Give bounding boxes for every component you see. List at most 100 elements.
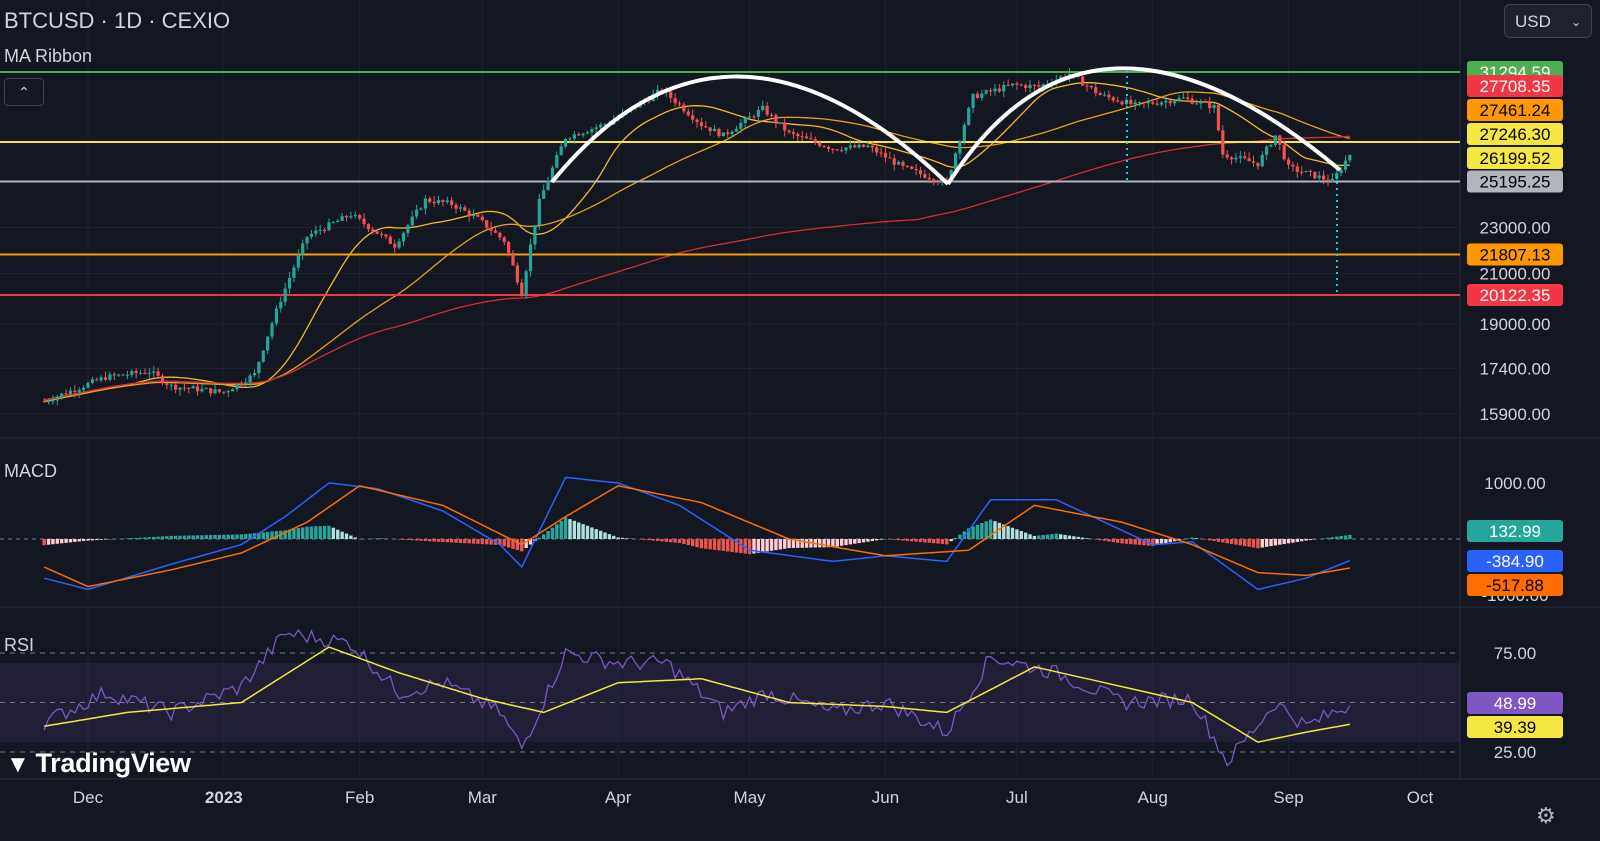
macd-histogram-bar (1291, 539, 1295, 543)
candle-body (419, 208, 423, 210)
candle-body (428, 198, 432, 202)
candle-body (169, 384, 173, 386)
macd-histogram-bar (524, 539, 528, 548)
ma-20-line (44, 81, 1350, 403)
candle-body (577, 134, 581, 136)
candle-body (975, 93, 980, 99)
macd-histogram-bar (1107, 539, 1111, 542)
candle-body (410, 216, 414, 226)
candle-body (266, 336, 270, 351)
candle-body (1111, 97, 1115, 101)
candle-body (178, 387, 182, 390)
macd-histogram-bar (55, 539, 60, 544)
macd-histogram-bar (169, 535, 173, 539)
candle-body (1059, 76, 1063, 80)
candle-body (1208, 102, 1212, 109)
candle-body (1348, 154, 1352, 161)
candle-body (717, 128, 721, 137)
candle-body (423, 198, 427, 209)
macd-histogram-bar (1155, 539, 1159, 545)
candle-body (686, 111, 690, 116)
ma-label: 26199.52 (1480, 149, 1551, 168)
candle-body (1094, 87, 1098, 94)
macd-histogram-bar (839, 539, 844, 546)
macd-histogram-bar (406, 539, 410, 541)
candle-body (844, 147, 848, 151)
candle-body (927, 177, 931, 180)
candle-body (1107, 94, 1111, 98)
macd-histogram-bar (217, 534, 222, 539)
level-label: 25195.25 (1480, 172, 1551, 191)
candle-body (60, 393, 64, 397)
macd-histogram-bar (476, 539, 480, 544)
macd-histogram-bar (550, 527, 555, 539)
level-label-badge (1467, 170, 1563, 193)
time-tick-label: Sep (1273, 788, 1303, 807)
macd-pane-label: MACD (4, 461, 57, 481)
macd-histogram-bar (340, 531, 344, 539)
gear-icon[interactable]: ⚙ (1536, 803, 1556, 828)
time-tick-label: Oct (1407, 788, 1434, 807)
macd-histogram-bar (800, 539, 804, 548)
macd-histogram-bar (248, 533, 252, 539)
macd-histogram-bar (1273, 539, 1278, 546)
level-label: 20122.35 (1480, 286, 1551, 305)
candle-body (401, 232, 406, 242)
chevron-down-icon: ⌄ (1570, 15, 1581, 29)
candle-body (156, 371, 160, 376)
macd-histogram-bar (485, 539, 489, 545)
candle-body (1177, 98, 1181, 102)
macd-histogram-bar (1225, 539, 1229, 544)
macd-histogram-bar (1094, 539, 1098, 540)
candle-body (270, 323, 274, 337)
candle-body (875, 147, 879, 153)
candle-body (1295, 166, 1299, 172)
macd-histogram-bar (752, 539, 756, 554)
candle-body (1286, 159, 1291, 165)
macd-histogram-bar (612, 535, 616, 539)
macd-histogram-bar (130, 538, 134, 539)
candle-body (1002, 84, 1006, 92)
rsi-ma-value-badge (1467, 716, 1563, 738)
candle-body (1116, 100, 1120, 102)
macd-histogram-bar (1348, 534, 1352, 539)
macd-histogram-bar (156, 536, 160, 539)
macd-histogram-bar (261, 532, 265, 539)
candle-body (1256, 162, 1260, 167)
rsi-value-badge (1467, 692, 1563, 714)
macd-histogram-bar (222, 534, 226, 539)
chart-title: BTCUSD · 1D · CEXIO (4, 8, 231, 33)
candle-body (1238, 156, 1242, 158)
ma-label: 27461.24 (1480, 101, 1551, 120)
candle-body (445, 200, 449, 203)
macd-histogram-bar (555, 524, 559, 539)
candle-body (603, 124, 607, 126)
candle-body (1120, 101, 1124, 105)
macd-histogram-bar (559, 520, 563, 539)
candle-body (209, 388, 213, 394)
candle-body (502, 237, 506, 243)
macd-histogram-bar (1137, 539, 1142, 545)
macd-histogram-bar (1234, 539, 1238, 545)
candle-body (739, 123, 743, 129)
candle-body (1225, 154, 1229, 158)
rsi-tick-label: 25.00 (1494, 743, 1537, 762)
candle-body (1229, 157, 1234, 160)
candle-body (1343, 160, 1348, 170)
macd-histogram-bar (1172, 539, 1177, 542)
macd-histogram-bar (1247, 539, 1251, 547)
candle-body (699, 122, 704, 127)
collapse-indicators-button[interactable]: ⌃ (4, 78, 44, 106)
candle-body (1089, 85, 1093, 88)
candle-body (1322, 175, 1326, 180)
currency-select[interactable]: USD ⌄ (1504, 4, 1592, 38)
candle-body (761, 105, 765, 111)
candle-body (669, 91, 673, 98)
macd-histogram-bar (1238, 539, 1243, 546)
macd-histogram-bar (73, 539, 77, 542)
candle-body (213, 389, 217, 394)
macd-histogram-bar (923, 539, 927, 543)
macd-histogram-bar (309, 526, 314, 539)
candle-body (520, 282, 524, 297)
